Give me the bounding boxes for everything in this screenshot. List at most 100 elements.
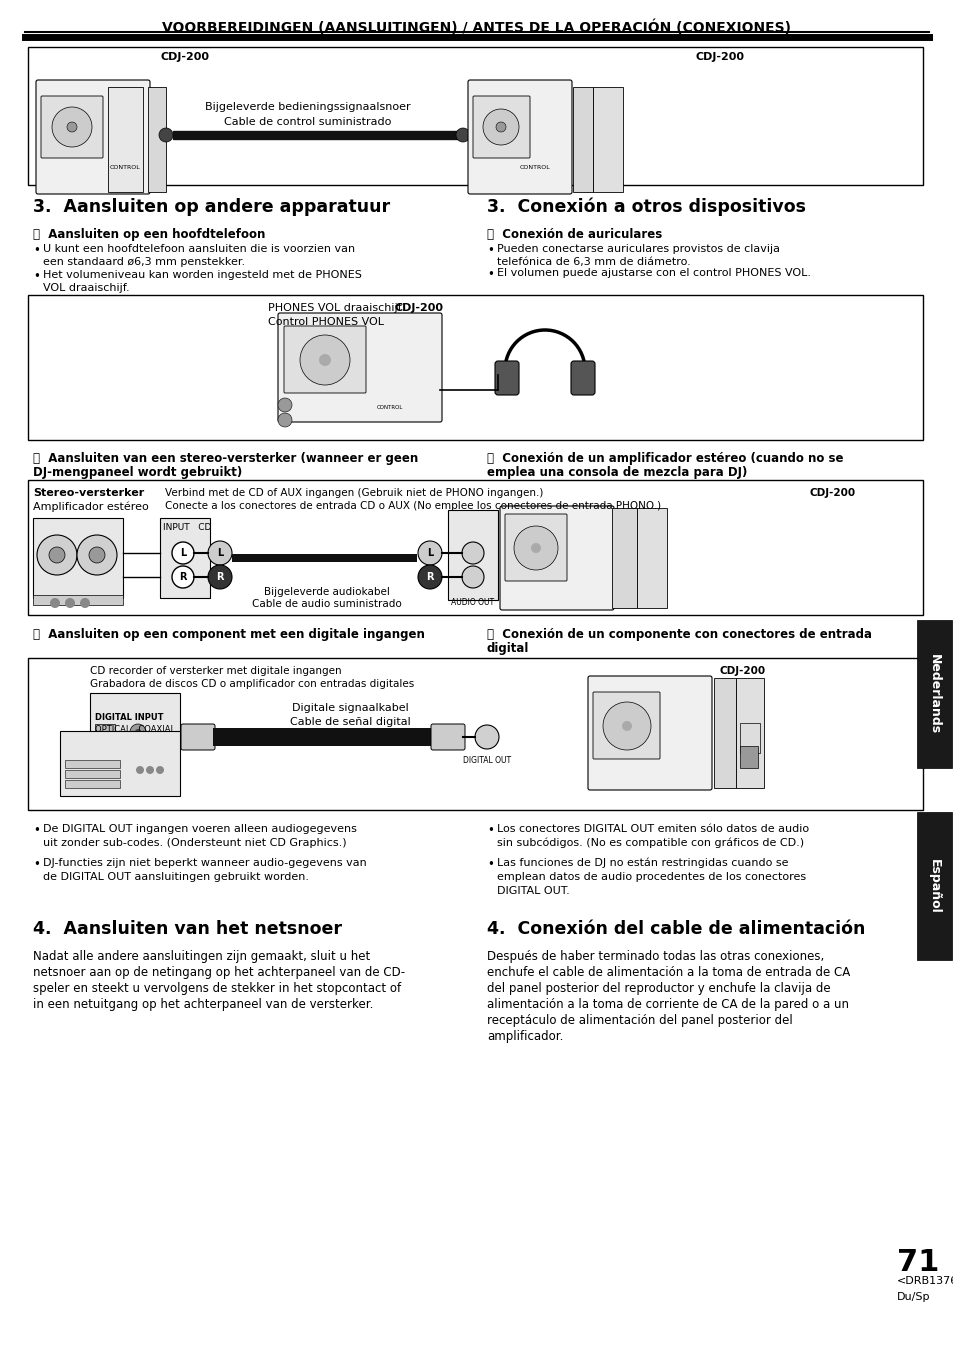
FancyBboxPatch shape (431, 724, 464, 750)
Text: Nederlands: Nederlands (926, 654, 940, 734)
Text: Después de haber terminado todas las otras conexiones,: Después de haber terminado todas las otr… (486, 950, 823, 963)
Bar (160, 517, 210, 598)
Circle shape (461, 566, 483, 588)
Text: Cable de control suministrado: Cable de control suministrado (224, 118, 392, 127)
Circle shape (172, 566, 193, 588)
Text: •: • (486, 245, 494, 257)
Circle shape (130, 724, 146, 740)
FancyBboxPatch shape (277, 313, 441, 422)
FancyBboxPatch shape (284, 326, 366, 393)
FancyBboxPatch shape (593, 692, 659, 759)
Text: digital: digital (486, 642, 529, 655)
Text: 71: 71 (896, 1248, 939, 1277)
Text: OPTICAL   COAXIAL: OPTICAL COAXIAL (95, 725, 175, 734)
Text: enchufe el cable de alimentación a la toma de entrada de CA: enchufe el cable de alimentación a la to… (486, 966, 849, 979)
Bar (612, 508, 637, 608)
Bar (90, 693, 180, 748)
Circle shape (80, 598, 90, 608)
Circle shape (77, 535, 117, 576)
Circle shape (475, 725, 498, 748)
FancyBboxPatch shape (495, 361, 518, 394)
Text: 3.  Aansluiten op andere apparatuur: 3. Aansluiten op andere apparatuur (33, 199, 390, 216)
Text: •: • (33, 824, 40, 838)
Bar (740, 723, 760, 753)
Text: •: • (486, 858, 494, 871)
Text: CDJ-200: CDJ-200 (395, 303, 443, 313)
Bar (28, 480, 923, 615)
Circle shape (496, 122, 505, 132)
Circle shape (602, 703, 650, 750)
Circle shape (621, 721, 631, 731)
FancyBboxPatch shape (587, 676, 711, 790)
Text: R: R (179, 571, 187, 582)
Bar (172, 131, 462, 139)
Text: Ⓒ  Conexión de un componente con conectores de entrada: Ⓒ Conexión de un componente con conector… (486, 628, 871, 640)
Text: Los conectores DIGITAL OUT emiten sólo datos de audio: Los conectores DIGITAL OUT emiten sólo d… (497, 824, 808, 834)
Circle shape (208, 540, 232, 565)
Text: Ⓒ  Aansluiten op een component met een digitale ingangen: Ⓒ Aansluiten op een component met een di… (33, 628, 424, 640)
Text: sin subcódigos. (No es compatible con gráficos de CD.): sin subcódigos. (No es compatible con gr… (497, 838, 803, 848)
Bar (916, 620, 951, 767)
Text: uit zonder sub-codes. (Ondersteunt niet CD Graphics.): uit zonder sub-codes. (Ondersteunt niet … (43, 838, 346, 848)
Text: Grabadora de discos CD o amplificador con entradas digitales: Grabadora de discos CD o amplificador co… (90, 680, 414, 689)
Bar (33, 517, 123, 598)
FancyBboxPatch shape (41, 96, 103, 158)
Circle shape (50, 598, 60, 608)
Text: <DRB1376>: <DRB1376> (896, 1275, 953, 1286)
Text: •: • (33, 245, 40, 257)
Text: Ⓑ  Conexión de un amplificador estéreo (cuando no se: Ⓑ Conexión de un amplificador estéreo (c… (486, 453, 842, 465)
Text: Verbind met de CD of AUX ingangen (Gebruik niet de PHONO ingangen.): Verbind met de CD of AUX ingangen (Gebru… (165, 488, 543, 499)
Bar (573, 86, 593, 192)
Text: CONTROL: CONTROL (519, 165, 550, 170)
Circle shape (52, 107, 91, 147)
Circle shape (65, 598, 75, 608)
Text: Ⓐ  Conexión de auriculares: Ⓐ Conexión de auriculares (486, 228, 661, 240)
Text: Pueden conectarse auriculares provistos de clavija
telefónica de 6,3 mm de diáme: Pueden conectarse auriculares provistos … (497, 245, 780, 267)
Bar (28, 295, 923, 440)
Text: Du/Sp: Du/Sp (896, 1292, 929, 1302)
Bar (735, 678, 763, 788)
Text: Cable de audio suministrado: Cable de audio suministrado (252, 598, 401, 609)
Text: 4.  Conexión del cable de alimentación: 4. Conexión del cable de alimentación (486, 920, 864, 938)
Circle shape (208, 565, 232, 589)
Text: CDJ-200: CDJ-200 (809, 488, 855, 499)
Text: U kunt een hoofdtelefoon aansluiten die is voorzien van
een standaard ø6,3 mm pe: U kunt een hoofdtelefoon aansluiten die … (43, 245, 355, 267)
Text: emplea una consola de mezcla para DJ): emplea una consola de mezcla para DJ) (486, 466, 746, 480)
Text: PHONES VOL draaischijf: PHONES VOL draaischijf (268, 303, 401, 313)
Text: Español: Español (926, 859, 940, 913)
Bar (448, 509, 497, 600)
Bar (33, 594, 123, 605)
Text: L: L (180, 549, 186, 558)
Circle shape (299, 335, 350, 385)
Text: DJ-mengpaneel wordt gebruikt): DJ-mengpaneel wordt gebruikt) (33, 466, 242, 480)
Text: CONTROL: CONTROL (110, 165, 140, 170)
Text: INPUT   CD: INPUT CD (163, 523, 212, 532)
Circle shape (146, 766, 153, 774)
Text: netsnoer aan op de netingang op het achterpaneel van de CD-: netsnoer aan op de netingang op het acht… (33, 966, 405, 979)
Text: DJ-functies zijn niet beperkt wanneer audio-gegevens van: DJ-functies zijn niet beperkt wanneer au… (43, 858, 366, 867)
Circle shape (156, 766, 164, 774)
FancyBboxPatch shape (499, 507, 614, 611)
Text: Las funciones de DJ no están restringidas cuando se: Las funciones de DJ no están restringida… (497, 858, 788, 869)
Text: receptáculo de alimentación del panel posterior del: receptáculo de alimentación del panel po… (486, 1015, 792, 1027)
FancyBboxPatch shape (571, 361, 595, 394)
Circle shape (318, 354, 331, 366)
Text: Amplificador estéreo: Amplificador estéreo (33, 501, 149, 512)
Text: R: R (216, 571, 224, 582)
Circle shape (277, 413, 292, 427)
Bar (95, 724, 115, 740)
Bar (232, 554, 416, 562)
Text: •: • (33, 858, 40, 871)
Text: DIGITAL OUT.: DIGITAL OUT. (497, 886, 569, 896)
Text: •: • (486, 824, 494, 838)
Text: Digitale signaalkabel: Digitale signaalkabel (292, 703, 408, 713)
Circle shape (461, 542, 483, 563)
Bar (108, 86, 143, 192)
Text: CD recorder of versterker met digitale ingangen: CD recorder of versterker met digitale i… (90, 666, 341, 676)
Bar (28, 658, 923, 811)
FancyBboxPatch shape (504, 513, 566, 581)
Text: Bijgeleverde audiokabel: Bijgeleverde audiokabel (264, 586, 390, 597)
Circle shape (277, 399, 292, 412)
Bar (148, 86, 166, 192)
Circle shape (67, 122, 77, 132)
